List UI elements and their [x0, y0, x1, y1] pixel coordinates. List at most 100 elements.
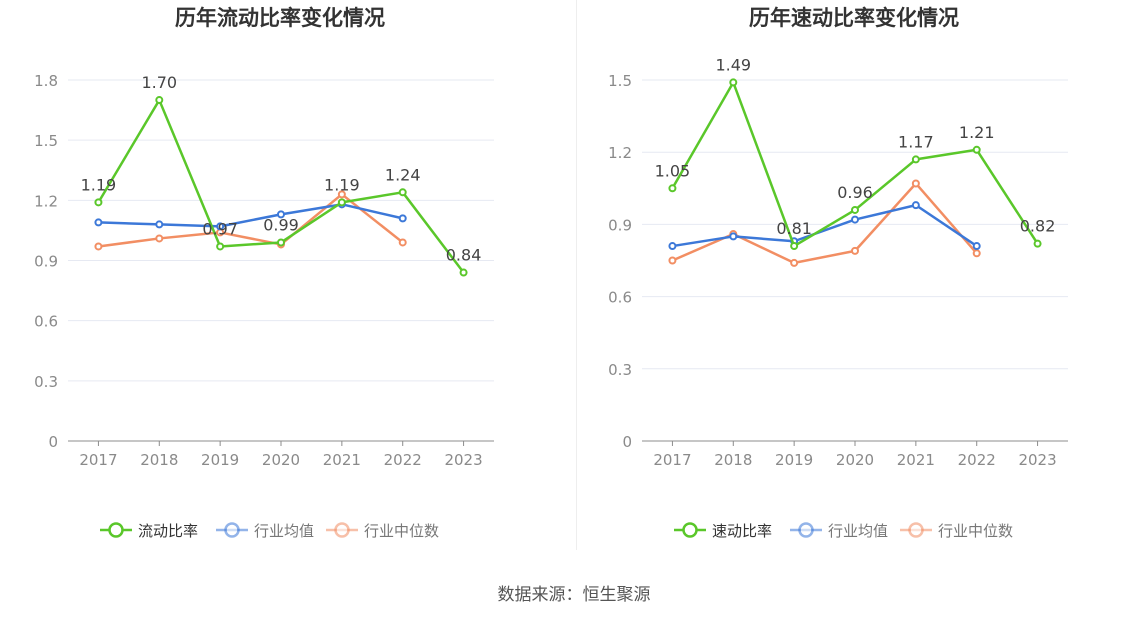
series-line-1	[672, 203, 978, 248]
data-point	[94, 198, 103, 207]
data-point	[1033, 239, 1042, 248]
y-tick-label: 0	[48, 433, 58, 451]
data-point	[216, 222, 225, 231]
data-point	[668, 242, 677, 251]
legend-marker	[108, 522, 124, 538]
x-tick-label: 2019	[775, 451, 813, 469]
data-source-note: 数据来源：恒生聚源	[497, 585, 651, 605]
data-point	[790, 258, 799, 267]
data-point	[851, 246, 859, 255]
data-point	[729, 232, 738, 241]
data-point	[668, 184, 677, 193]
data-label: 1.05	[655, 161, 691, 180]
y-tick-label: 1.2	[34, 192, 58, 210]
x-tick-label: 2023	[444, 451, 482, 469]
x-tick-label: 2020	[262, 451, 300, 469]
x-tick-label: 2018	[714, 451, 752, 469]
data-point	[398, 214, 407, 223]
quick-ratio-chart: 历年速动比率变化情况 0 0.3 0.6 0.9 1.2 1.5 2017 2018 2019 20…	[574, 0, 1148, 560]
chart-svg: 历年速动比率变化情况 0 0.3 0.6 0.9 1.2 1.5 2017 2018 2019 20…	[608, 6, 1068, 540]
y-tick-label: 0.9	[608, 216, 632, 234]
data-point	[668, 256, 677, 265]
legend-label: 行业中位数	[364, 522, 439, 540]
y-tick-label: 1.5	[608, 72, 632, 90]
data-point	[790, 242, 799, 251]
chart-svg: 历年流动比率变化情况 0 0.3 0.6 0.9 1.2 1.5 1.8 2017 2018 201…	[34, 6, 494, 540]
data-label: 0.82	[1020, 217, 1056, 236]
data-point	[729, 78, 738, 87]
data-point	[94, 242, 103, 251]
data-point	[972, 145, 981, 154]
data-point	[398, 238, 407, 247]
legend-label: 速动比率	[712, 522, 772, 540]
data-label: 0.97	[202, 219, 238, 238]
y-tick-label: 0.9	[34, 253, 58, 271]
x-tick-label: 2022	[958, 451, 996, 469]
data-point	[216, 242, 225, 251]
data-point	[398, 188, 407, 197]
x-tick-label: 2019	[201, 451, 239, 469]
legend-marker	[908, 522, 924, 538]
series-line-1	[98, 203, 403, 228]
x-tick-label: 2021	[323, 451, 361, 469]
legend-label: 行业均值	[254, 522, 314, 540]
data-label: 0.84	[446, 246, 482, 265]
legend-label: 行业中位数	[938, 522, 1013, 540]
data-label: 1.21	[959, 123, 995, 142]
y-tick-label: 0.6	[34, 313, 58, 331]
y-tick-label: 0.3	[608, 361, 632, 379]
legend-marker	[682, 522, 698, 538]
legend-item: 行业中位数	[326, 522, 439, 540]
data-point	[94, 218, 103, 227]
legend-item: 行业中位数	[900, 522, 1013, 540]
data-label: 1.17	[898, 132, 934, 151]
data-point	[337, 190, 346, 199]
y-tick-label: 1.2	[608, 144, 632, 162]
x-tick-label: 2018	[140, 451, 178, 469]
legend-item: 行业均值	[216, 522, 314, 540]
legend-label: 行业均值	[828, 522, 888, 540]
data-point	[972, 249, 981, 258]
data-point	[277, 238, 285, 247]
data-point	[851, 205, 859, 214]
data-point	[277, 210, 285, 219]
legend-marker	[334, 522, 350, 538]
data-point	[459, 268, 468, 277]
x-tick-label: 2022	[384, 451, 422, 469]
legend-marker	[798, 522, 814, 538]
x-tick-label: 2020	[836, 451, 874, 469]
data-label: 1.49	[715, 55, 751, 74]
data-point	[972, 242, 981, 251]
y-tick-label: 0	[622, 433, 632, 451]
series-line-2	[671, 182, 978, 265]
x-tick-label: 2017	[79, 451, 117, 469]
data-label: 0.81	[776, 219, 812, 238]
data-label: 0.96	[837, 183, 873, 202]
data-point	[155, 96, 164, 105]
data-label: 1.24	[385, 165, 421, 184]
legend-item: 行业均值	[790, 522, 888, 540]
legend-marker	[224, 522, 240, 538]
legend-item: 流动比率	[100, 522, 198, 540]
series-line-2	[98, 193, 404, 248]
data-label: 1.19	[324, 175, 360, 194]
data-label: 1.70	[141, 73, 177, 92]
data-point	[911, 179, 920, 188]
chart-title: 历年速动比率变化情况	[749, 6, 959, 30]
x-tick-label: 2017	[653, 451, 691, 469]
x-tick-label: 2021	[897, 451, 935, 469]
y-tick-label: 1.5	[34, 132, 58, 150]
x-tick-label: 2023	[1018, 451, 1056, 469]
legend-item: 速动比率	[674, 522, 772, 540]
data-point	[155, 234, 164, 243]
data-point	[155, 220, 164, 229]
data-point	[851, 215, 859, 224]
legend-label: 流动比率	[138, 522, 198, 540]
current-ratio-chart: 历年流动比率变化情况 0 0.3 0.6 0.9 1.2 1.5 1.8 2017 2018 201…	[0, 0, 574, 560]
chart-title: 历年流动比率变化情况	[175, 6, 385, 30]
y-tick-label: 0.3	[34, 373, 58, 391]
data-label: 1.19	[81, 175, 117, 194]
data-point	[337, 198, 346, 207]
data-point	[911, 201, 920, 210]
y-tick-label: 0.6	[608, 289, 632, 307]
